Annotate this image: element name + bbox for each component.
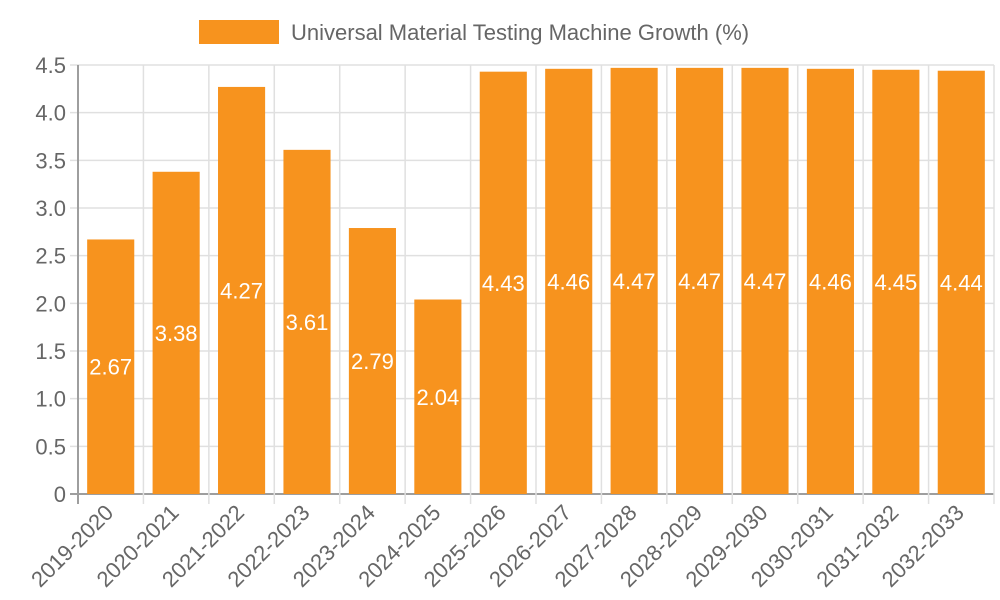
y-tick-label: 0 xyxy=(54,482,66,507)
bar[interactable] xyxy=(610,67,658,495)
bar-value-label: 3.61 xyxy=(286,310,329,335)
bar-value-label: 4.47 xyxy=(678,269,721,294)
bar-value-label: 4.46 xyxy=(809,269,852,294)
bar-value-label: 2.04 xyxy=(416,385,459,410)
bar[interactable] xyxy=(152,171,200,495)
bar[interactable] xyxy=(676,67,724,495)
y-tick-label: 3.5 xyxy=(35,148,66,173)
bar-value-label: 2.79 xyxy=(351,349,394,374)
bar-value-label: 3.38 xyxy=(155,321,198,346)
legend-swatch xyxy=(199,20,279,44)
bar[interactable] xyxy=(414,299,462,494)
bar-value-label: 2.67 xyxy=(89,355,132,380)
y-tick-label: 4.5 xyxy=(35,53,66,78)
bar-value-label: 4.43 xyxy=(482,271,525,296)
bar-value-label: 4.47 xyxy=(744,269,787,294)
bar[interactable] xyxy=(741,67,789,495)
y-tick-label: 1.5 xyxy=(35,339,66,364)
legend[interactable]: Universal Material Testing Machine Growt… xyxy=(199,20,749,45)
bar-value-label: 4.47 xyxy=(613,269,656,294)
bar-value-label: 4.44 xyxy=(940,270,983,295)
bars: 2.67 3.38 4.27 3.61 2.79 2.04 4.43 4.46 4.47 4.47… xyxy=(87,67,985,495)
y-tick-label: 4.0 xyxy=(35,101,66,126)
bar[interactable] xyxy=(872,69,920,495)
x-axis: 2019-20202020-20212021-20222022-20232023… xyxy=(26,500,969,592)
y-tick-label: 2.5 xyxy=(35,244,66,269)
y-tick-label: 3.0 xyxy=(35,196,66,221)
bar[interactable] xyxy=(806,68,854,495)
legend-label: Universal Material Testing Machine Growt… xyxy=(291,20,749,45)
bar[interactable] xyxy=(283,149,331,494)
bar-value-label: 4.27 xyxy=(220,278,263,303)
y-axis: 0 0.5 1.0 1.5 2.0 2.5 3.0 3.5 4.0 4.5 xyxy=(35,53,66,507)
bar[interactable] xyxy=(937,70,985,494)
bar-value-label: 4.46 xyxy=(547,269,590,294)
bar[interactable] xyxy=(348,228,396,494)
bar-value-label: 4.45 xyxy=(874,270,917,295)
y-tick-label: 1.0 xyxy=(35,387,66,412)
y-tick-label: 2.0 xyxy=(35,291,66,316)
bar[interactable] xyxy=(479,71,527,494)
y-tick-label: 0.5 xyxy=(35,434,66,459)
grid-lines xyxy=(70,64,995,504)
bar[interactable] xyxy=(218,86,266,494)
bar[interactable] xyxy=(545,68,593,495)
bar[interactable] xyxy=(87,239,135,494)
